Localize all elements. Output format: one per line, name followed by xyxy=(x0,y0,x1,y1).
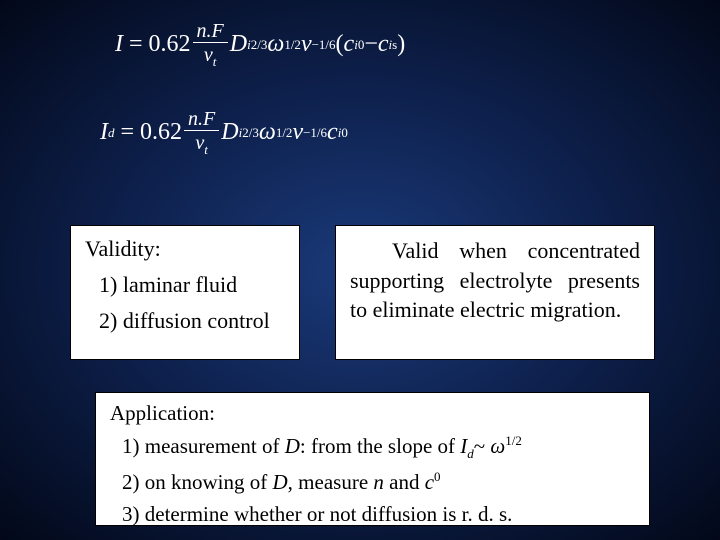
application-item-3: 3) determine whether or not diffusion is… xyxy=(122,502,635,527)
equation-2: Id = 0.62 n.F vt Di2/3 ω1/2 ν−1/6 ci0 xyxy=(100,108,348,158)
application-heading: Application: xyxy=(110,401,635,426)
application-item-2: 2) on knowing of D, measure n and c0 xyxy=(122,469,635,495)
validity-item-2: 2) diffusion control xyxy=(99,308,285,334)
validity-box: Validity: 1) laminar fluid 2) diffusion … xyxy=(70,225,300,360)
validity-item-1: 1) laminar fluid xyxy=(99,272,285,298)
validity-heading: Validity: xyxy=(85,236,285,262)
application-box: Application: 1) measurement of D: from t… xyxy=(95,392,650,526)
application-item-1: 1) measurement of D: from the slope of I… xyxy=(122,433,635,462)
note-text: Valid when concentrated supporting elect… xyxy=(350,238,640,322)
eq1-lhs: I xyxy=(115,31,123,58)
note-box: Valid when concentrated supporting elect… xyxy=(335,225,655,360)
eq1-fraction: n.F vt xyxy=(193,20,228,70)
equation-1: I = 0.62 n.F vt Di2/3 ω1/2 ν−1/6 ( ci0 −… xyxy=(115,20,405,70)
eq1-coeff: 0.62 xyxy=(149,31,191,58)
eq2-fraction: n.F vt xyxy=(184,108,219,158)
